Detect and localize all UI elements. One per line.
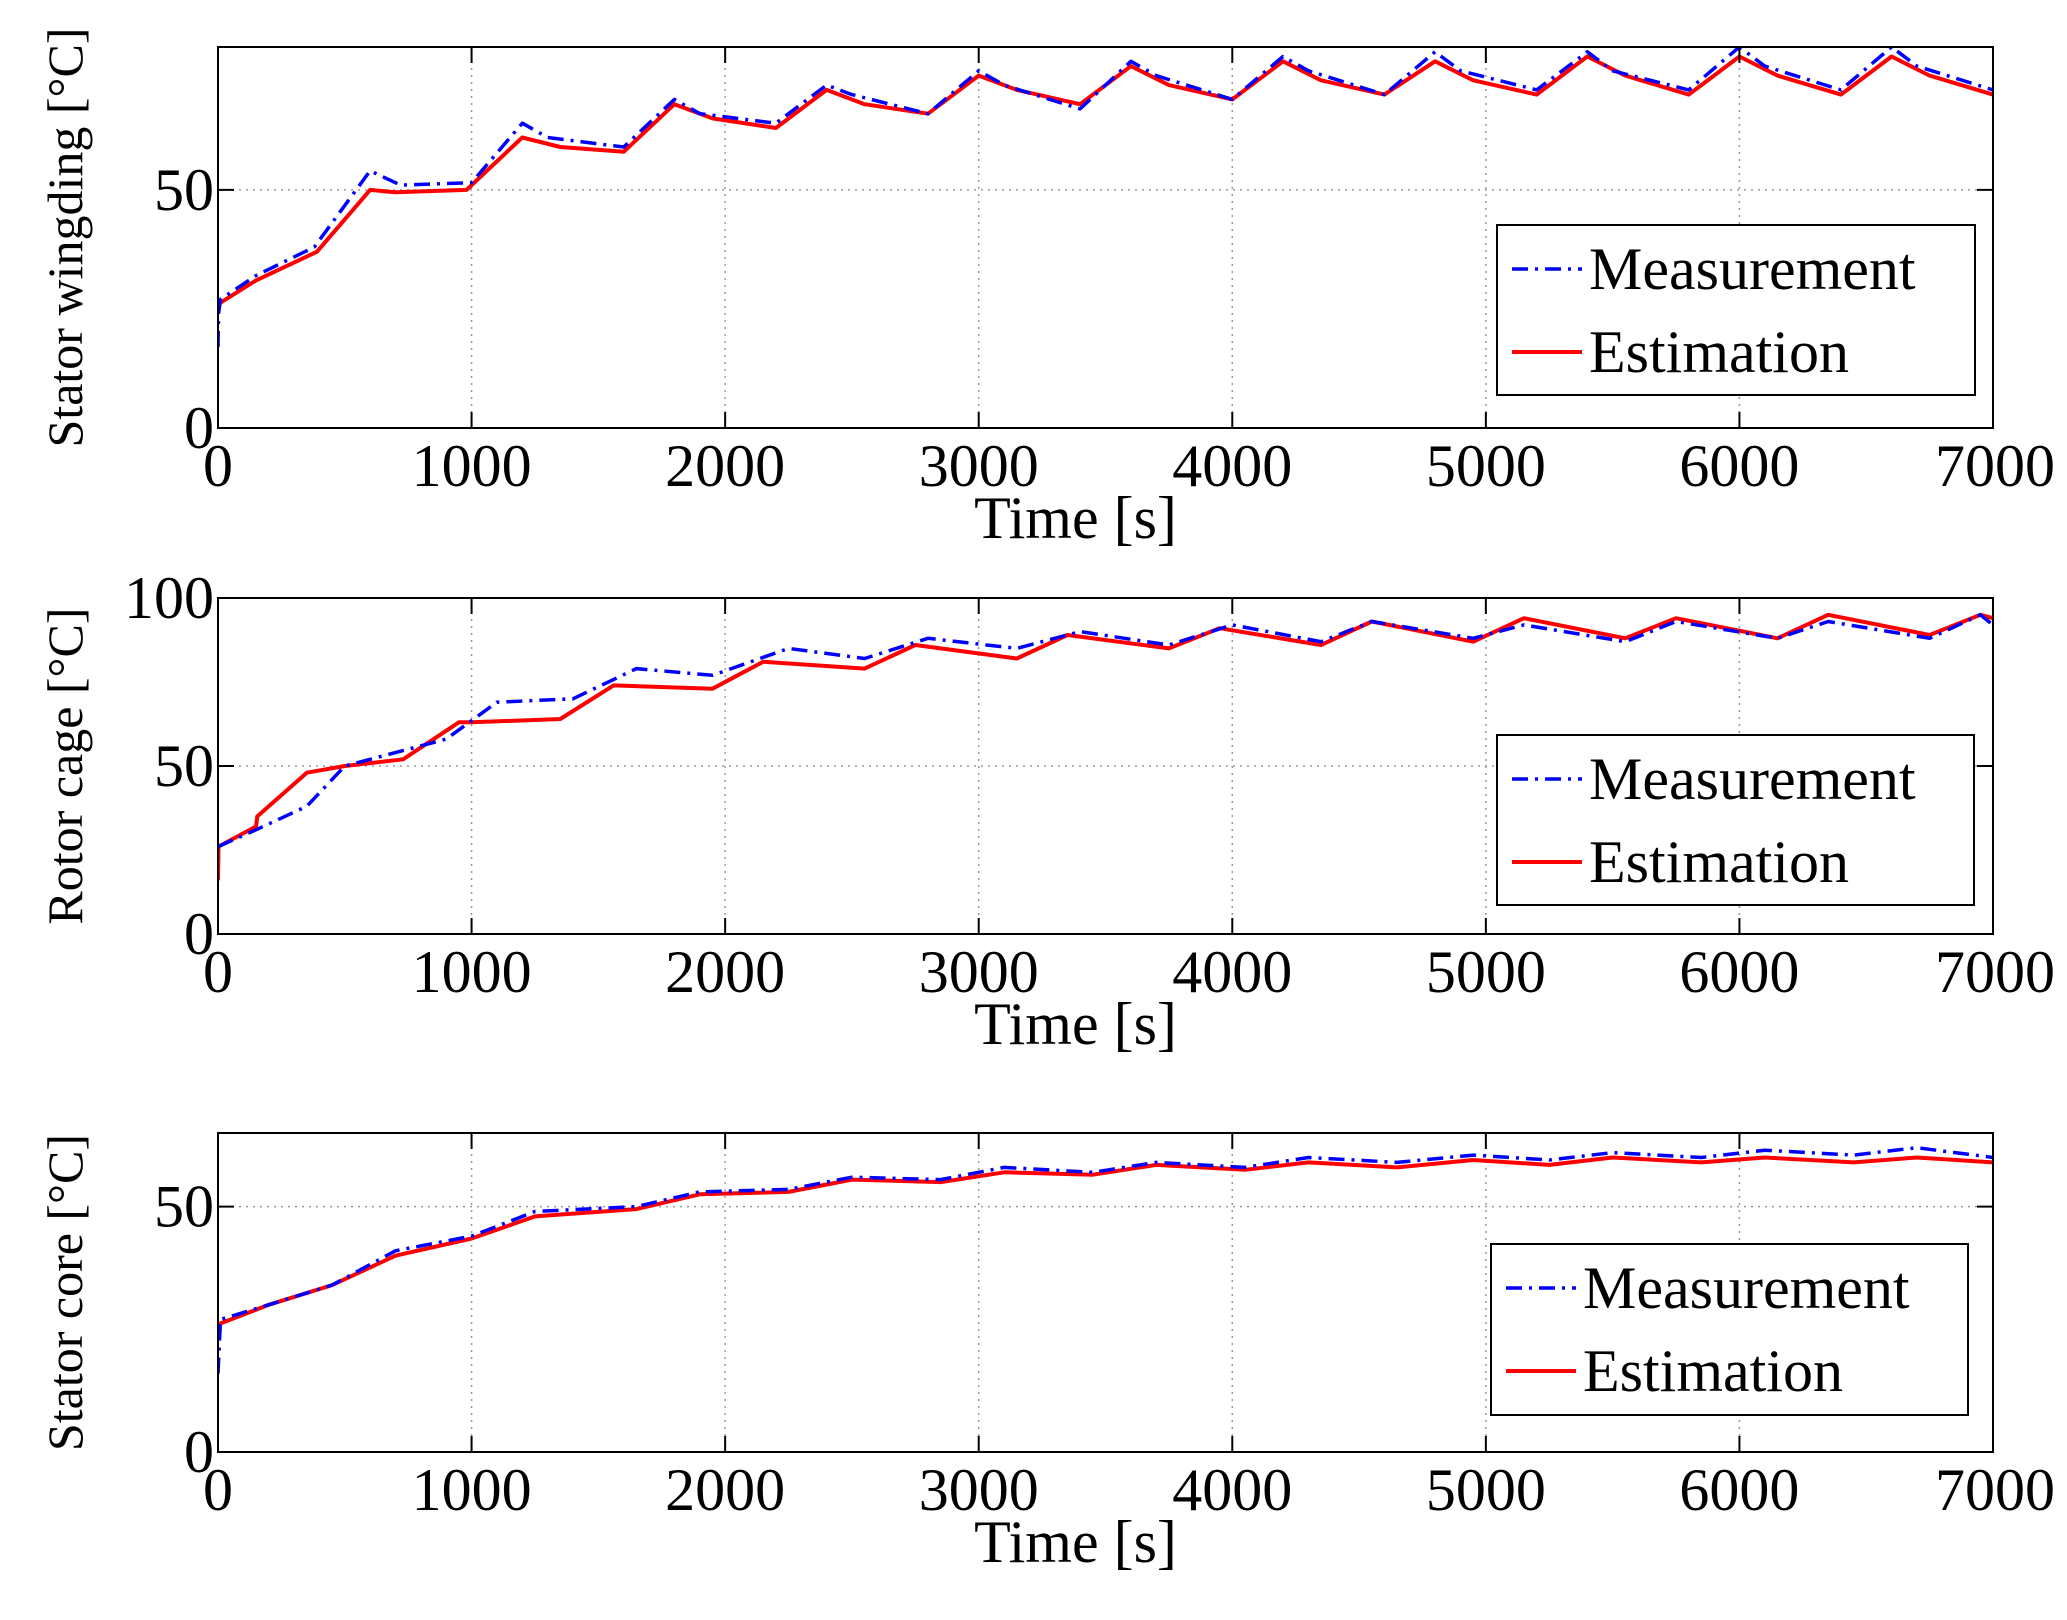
x-tick-label: 5000 <box>1426 433 1546 499</box>
plot-area-frame <box>217 1132 1994 1453</box>
x-tick-label: 2000 <box>665 939 785 1005</box>
legend: Measurement Estimation <box>1490 1243 1969 1416</box>
legend-box <box>1490 1243 1969 1416</box>
legend: Measurement Estimation <box>1496 734 1975 906</box>
x-tick-label: 7000 <box>1935 939 2055 1005</box>
chart-panel-1: 0 1000 2000 3000 4000 5000 6000 7000 0 50 Time [s]… <box>37 28 2055 551</box>
x-tick-label: 6000 <box>1679 433 1799 499</box>
y-tick-label: 50 <box>154 157 214 223</box>
y-tick-label: 50 <box>154 733 214 799</box>
x-tick-label: 3000 <box>919 1457 1039 1523</box>
x-tick-label: 0 <box>203 1457 233 1523</box>
legend-box <box>1496 224 1976 396</box>
x-tick-label: 0 <box>203 433 233 499</box>
y-tick-label: 50 <box>154 1174 214 1240</box>
x-tick-label: 6000 <box>1679 1457 1799 1523</box>
legend-label-measurement: Measurement <box>1583 1255 1910 1321</box>
y-tick-label: 0 <box>184 395 214 461</box>
x-tick-label: 4000 <box>1172 433 1292 499</box>
series-line-estimation <box>218 612 1993 881</box>
x-tick-label: 7000 <box>1935 1457 2055 1523</box>
x-tick-label: 1000 <box>412 433 532 499</box>
x-tick-label: 2000 <box>665 433 785 499</box>
x-axis-label: Time [s] <box>974 485 1177 551</box>
x-tick-label: 3000 <box>919 433 1039 499</box>
series-line-measurement <box>218 1145 1993 1374</box>
x-axis-label: Time [s] <box>974 991 1177 1057</box>
y-axis-label: Rotor cage [°C] <box>37 607 93 924</box>
chart-panel-3: 0 1000 2000 3000 4000 5000 6000 7000 0 50 Time [s]… <box>37 1132 2055 1575</box>
legend-label-estimation: Estimation <box>1589 319 1849 385</box>
chart-panel-2: 0 1000 2000 3000 4000 5000 6000 7000 0 50 100 Time … <box>37 565 2055 1057</box>
x-tick-label: 6000 <box>1679 939 1799 1005</box>
x-tick-label: 7000 <box>1935 433 2055 499</box>
x-axis-label: Time [s] <box>974 1509 1177 1575</box>
x-tick-label: 4000 <box>1172 1457 1292 1523</box>
series-line-estimation <box>218 1155 1993 1327</box>
y-axis-label: Stator wingding [°C] <box>37 28 93 448</box>
x-tick-label: 3000 <box>919 939 1039 1005</box>
x-tick-label: 5000 <box>1426 939 1546 1005</box>
x-tick-label: 2000 <box>665 1457 785 1523</box>
y-tick-label: 0 <box>184 1419 214 1485</box>
x-tick-label: 5000 <box>1426 1457 1546 1523</box>
x-tick-label: 4000 <box>1172 939 1292 1005</box>
legend-label-estimation: Estimation <box>1583 1338 1843 1404</box>
x-tick-label: 1000 <box>412 1457 532 1523</box>
legend: Measurement Estimation <box>1496 224 1976 396</box>
plot-area-frame <box>217 46 1994 429</box>
x-tick-label: 1000 <box>412 939 532 1005</box>
series-line-measurement <box>218 613 1993 849</box>
legend-box <box>1496 734 1975 906</box>
legend-label-estimation: Estimation <box>1589 829 1849 895</box>
y-tick-label: 0 <box>184 901 214 967</box>
y-axis-label: Stator core [°C] <box>37 1134 93 1451</box>
legend-label-measurement: Measurement <box>1589 236 1916 302</box>
y-tick-label: 100 <box>124 565 214 631</box>
legend-label-measurement: Measurement <box>1589 746 1916 812</box>
x-tick-label: 0 <box>203 939 233 1005</box>
